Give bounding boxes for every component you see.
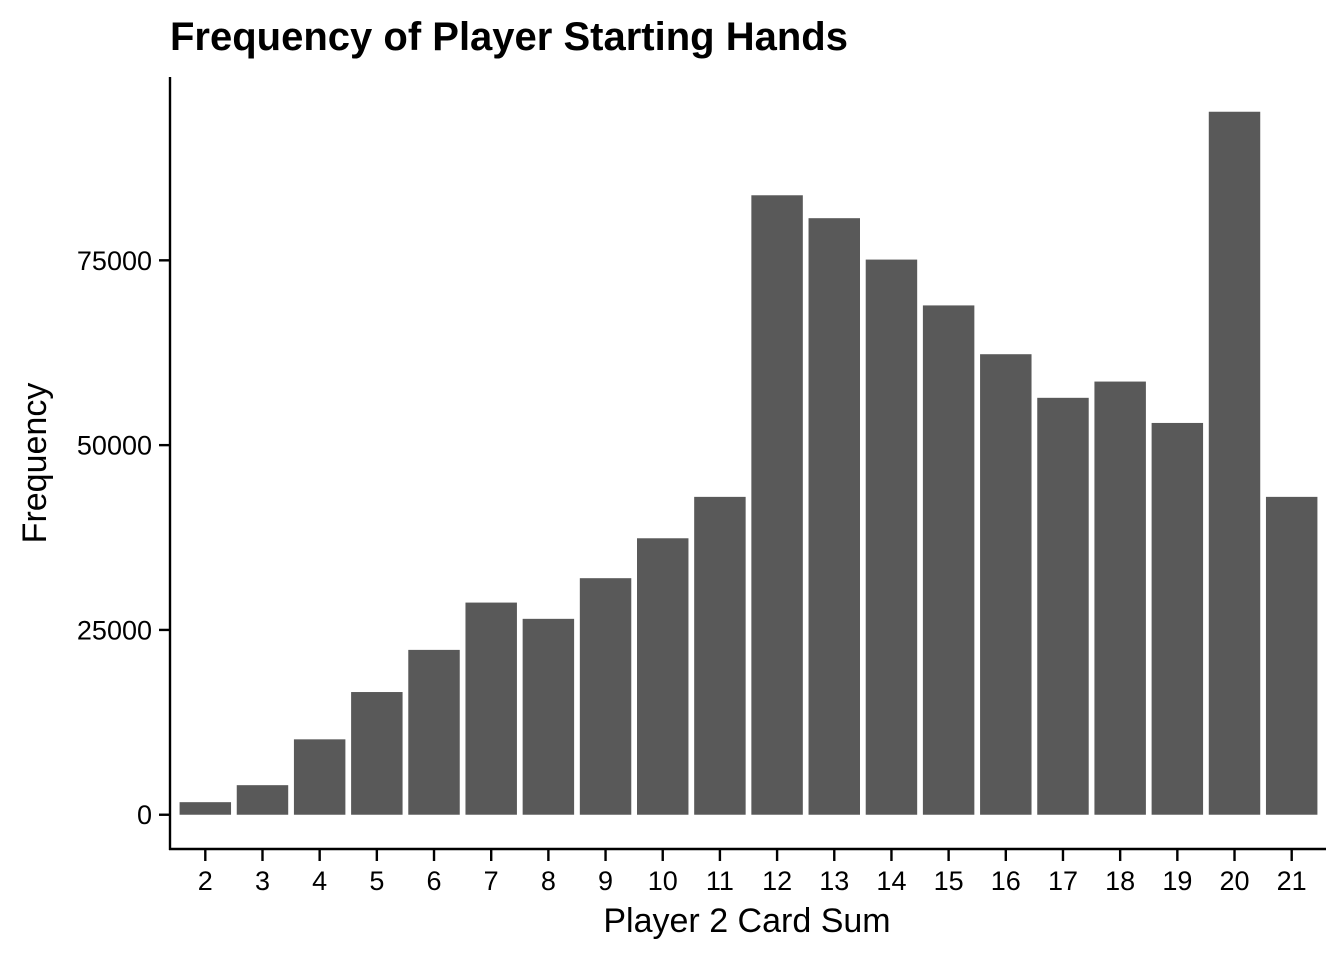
bar-10 <box>637 538 689 815</box>
bar-15 <box>922 305 975 815</box>
x-tick-label: 13 <box>819 866 849 896</box>
x-axis-title: Player 2 Card Sum <box>603 902 890 940</box>
x-tick-label: 2 <box>198 866 213 896</box>
x-tick-label: 8 <box>541 866 556 896</box>
x-tick-label: 7 <box>484 866 499 896</box>
x-tick-label: 6 <box>427 866 442 896</box>
y-axis-title: Frequency <box>16 383 54 544</box>
bar-20 <box>1208 111 1261 815</box>
y-tick-label: 0 <box>137 800 152 830</box>
x-tick-label: 17 <box>1048 866 1078 896</box>
bar-17 <box>1037 397 1089 815</box>
y-tick-label: 25000 <box>77 615 152 645</box>
bar-19 <box>1151 422 1204 815</box>
bar-21 <box>1265 496 1318 815</box>
y-tick-label: 50000 <box>77 431 152 461</box>
x-ticks-group: 2 3 4 5 6 7 8 9 10 11 12 13 14 15 16 17 18 19 20 21 <box>198 850 1307 896</box>
bar-13 <box>808 218 860 815</box>
bar-3 <box>236 785 289 815</box>
bars-group <box>179 111 1318 815</box>
bar-7 <box>465 602 517 815</box>
bar-11 <box>694 496 746 815</box>
bar-6 <box>408 649 460 815</box>
bar-18 <box>1094 381 1146 815</box>
x-tick-label: 11 <box>706 866 734 896</box>
x-tick-label: 3 <box>255 866 270 896</box>
x-tick-label: 10 <box>648 866 678 896</box>
bar-12 <box>751 195 803 815</box>
bar-4 <box>293 739 346 815</box>
bar-16 <box>980 354 1032 815</box>
bar-14 <box>865 259 918 815</box>
x-tick-label: 5 <box>369 866 384 896</box>
bar-9 <box>579 578 632 815</box>
y-tick-label: 75000 <box>77 246 152 276</box>
chart-title: Frequency of Player Starting Hands <box>170 15 848 59</box>
x-tick-label: 16 <box>991 866 1021 896</box>
x-tick-label: 20 <box>1219 866 1249 896</box>
bar-8 <box>522 618 575 815</box>
bar-5 <box>351 692 403 815</box>
bar-2 <box>179 802 232 815</box>
x-tick-label: 19 <box>1162 866 1192 896</box>
y-ticks-group: 0 25000 50000 75000 <box>77 246 170 830</box>
x-tick-label: 21 <box>1277 866 1307 896</box>
x-tick-label: 4 <box>312 866 327 896</box>
x-tick-label: 9 <box>598 866 613 896</box>
x-tick-label: 18 <box>1105 866 1135 896</box>
x-tick-label: 12 <box>762 866 792 896</box>
x-tick-label: 14 <box>876 866 906 896</box>
x-tick-label: 15 <box>934 866 964 896</box>
